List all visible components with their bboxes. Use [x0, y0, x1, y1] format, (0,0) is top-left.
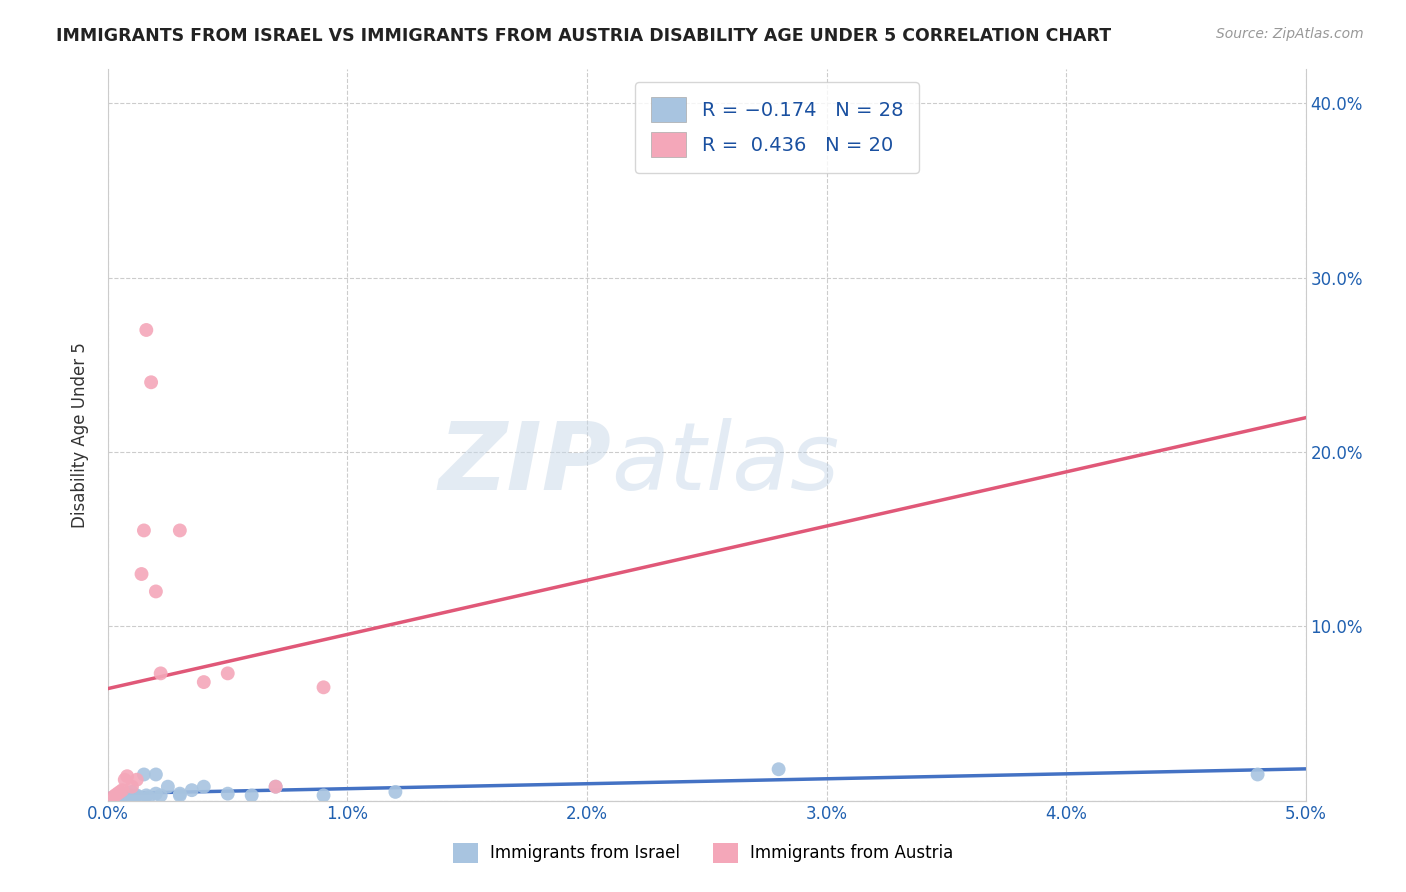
Point: [125, 789, 148, 803]
Legend: R = −0.174   N = 28, R =  0.436   N = 20: R = −0.174 N = 28, R = 0.436 N = 20: [636, 82, 918, 173]
Point: [193, 675, 215, 690]
Point: [125, 772, 148, 787]
Point: [108, 785, 131, 799]
Point: [115, 769, 138, 783]
Point: [145, 787, 167, 801]
Point: [149, 789, 172, 803]
Point: [145, 584, 167, 599]
Text: atlas: atlas: [612, 418, 839, 509]
Text: IMMIGRANTS FROM ISRAEL VS IMMIGRANTS FROM AUSTRIA DISABILITY AGE UNDER 5 CORRELA: IMMIGRANTS FROM ISRAEL VS IMMIGRANTS FRO…: [56, 27, 1111, 45]
Point: [384, 785, 406, 799]
Point: [104, 789, 127, 803]
Point: [312, 789, 335, 803]
Point: [264, 780, 287, 794]
Point: [180, 783, 202, 797]
Point: [139, 376, 162, 390]
Point: [149, 666, 172, 681]
Point: [114, 787, 136, 801]
Point: [217, 666, 239, 681]
Point: [121, 790, 143, 805]
Point: [145, 767, 167, 781]
Y-axis label: Disability Age Under 5: Disability Age Under 5: [72, 342, 89, 527]
Point: [132, 767, 155, 781]
Point: [169, 787, 191, 801]
Legend: Immigrants from Israel, Immigrants from Austria: Immigrants from Israel, Immigrants from …: [441, 831, 965, 875]
Point: [128, 790, 150, 805]
Point: [108, 789, 131, 803]
Point: [111, 783, 134, 797]
Point: [135, 789, 157, 803]
Point: [107, 787, 129, 801]
Point: [312, 681, 335, 695]
Point: [169, 789, 191, 803]
Point: [240, 789, 263, 803]
Point: [121, 785, 143, 799]
Point: [156, 780, 179, 794]
Point: [135, 323, 157, 337]
Point: [169, 524, 191, 538]
Point: [217, 787, 239, 801]
Point: [115, 790, 138, 805]
Point: [104, 790, 127, 805]
Point: [264, 780, 287, 794]
Point: [121, 780, 143, 794]
Point: [114, 772, 136, 787]
Point: [1246, 767, 1268, 781]
Point: [193, 780, 215, 794]
Point: [111, 790, 134, 805]
Point: [138, 790, 160, 805]
Point: [131, 567, 153, 582]
Text: ZIP: ZIP: [439, 417, 612, 510]
Text: Source: ZipAtlas.com: Source: ZipAtlas.com: [1216, 27, 1364, 41]
Point: [118, 789, 141, 803]
Point: [101, 790, 124, 805]
Point: [768, 762, 790, 776]
Point: [132, 524, 155, 538]
